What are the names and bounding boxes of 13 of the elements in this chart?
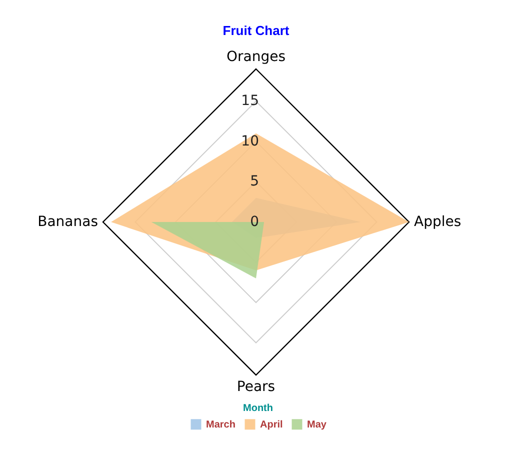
chart-title: Fruit Chart — [222, 23, 290, 38]
y-tick-label: 5 — [250, 174, 259, 190]
legend-title: Month — [243, 403, 273, 414]
y-tick-label: 0 — [250, 214, 259, 230]
spoke-label: Oranges — [226, 49, 286, 65]
legend-label: March — [206, 419, 236, 430]
y-tick-label: 15 — [241, 93, 259, 110]
spoke-label: Pears — [236, 379, 276, 395]
legend-label: May — [307, 419, 327, 430]
y-tick-label: 10 — [241, 133, 259, 150]
legend-label: April — [260, 419, 283, 430]
spoke-label: Apples — [414, 214, 462, 230]
spoke-label: Bananas — [38, 214, 98, 230]
